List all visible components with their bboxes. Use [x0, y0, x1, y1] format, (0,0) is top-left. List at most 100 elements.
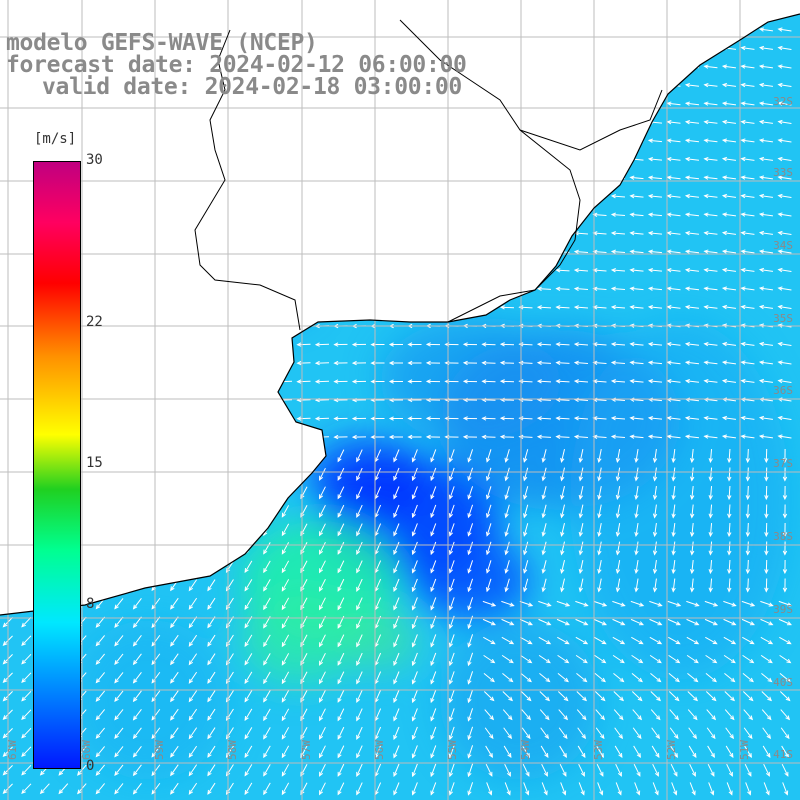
wind-arrowhead	[21, 678, 26, 684]
wind-arrow	[356, 578, 363, 592]
wind-arrowhead	[448, 531, 454, 537]
wind-arrowhead	[647, 212, 653, 217]
wind-arrowhead	[689, 476, 695, 482]
wind-arrowhead	[337, 697, 342, 703]
wind-arrow	[21, 653, 32, 665]
wind-arrowhead	[411, 605, 416, 611]
wind-arrowhead	[740, 434, 746, 439]
wind-arrowhead	[777, 249, 783, 254]
wind-arrow	[244, 671, 253, 684]
wind-arrowhead	[39, 770, 45, 776]
wind-arrow	[151, 745, 161, 758]
wind-arrowhead	[393, 734, 398, 741]
wind-arrow	[207, 671, 216, 684]
wind-arrow	[505, 523, 510, 536]
wind-arrowhead	[536, 434, 542, 440]
forecast-date: forecast date: 2024-02-12 06:00:00	[6, 52, 467, 78]
wind-arrow	[151, 764, 161, 776]
wind-arrowhead	[703, 434, 709, 439]
wind-arrowhead	[300, 531, 305, 537]
wind-arrowhead	[671, 476, 676, 482]
wind-arrowhead	[689, 513, 695, 519]
wind-arrowhead	[629, 342, 635, 347]
wind-arrow	[500, 436, 515, 438]
wind-arrow	[393, 726, 400, 740]
wind-arrowhead	[281, 734, 286, 740]
wind-arrow	[559, 745, 567, 758]
wind-arrow	[722, 343, 737, 346]
wind-arrowhead	[319, 771, 324, 777]
wind-arrowhead	[541, 513, 546, 519]
wind-arrow	[762, 745, 771, 758]
wind-arrow	[593, 417, 607, 420]
wind-arrowhead	[407, 379, 413, 384]
wind-arrow	[542, 541, 547, 555]
wind-arrow	[519, 417, 533, 420]
wind-arrowhead	[333, 416, 339, 421]
wind-arrowhead	[703, 341, 709, 347]
wind-arrow	[778, 195, 792, 198]
wind-arrowhead	[485, 550, 491, 556]
wind-arrowhead	[544, 753, 549, 759]
wind-arrow	[650, 673, 661, 682]
wind-arrow	[687, 691, 698, 701]
wind-arrowhead	[745, 569, 751, 575]
model-title: modelo GEFS-WAVE (NCEP)	[6, 30, 318, 56]
wind-arrow	[741, 102, 755, 106]
wind-arrowhead	[745, 532, 751, 538]
wind-arrow	[556, 399, 570, 401]
wind-arrow	[467, 745, 474, 758]
wind-arrowhead	[634, 531, 639, 538]
wind-arrow	[449, 504, 455, 518]
wind-arrow	[759, 28, 774, 32]
wind-arrow	[374, 634, 382, 647]
wind-arrow	[611, 435, 626, 439]
wind-arrow	[170, 727, 179, 739]
wind-arrowhead	[263, 623, 268, 629]
colorbar-tick: 0	[86, 758, 95, 774]
wind-arrow	[654, 522, 657, 537]
wind-arrowhead	[411, 679, 416, 685]
wind-arrow	[559, 763, 567, 777]
wind-arrow	[762, 727, 771, 739]
wind-arrow	[374, 597, 382, 610]
wind-arrowhead	[319, 531, 324, 537]
wind-arrow	[704, 343, 718, 346]
wind-arrowhead	[601, 658, 607, 664]
wind-arrowhead	[647, 323, 653, 328]
wind-arrowhead	[490, 640, 496, 645]
wind-arrowhead	[731, 640, 737, 645]
wind-arrowhead	[615, 513, 621, 519]
wind-arrowhead	[666, 415, 672, 421]
wind-arrowhead	[666, 249, 672, 254]
wind-arrowhead	[582, 677, 588, 683]
wind-arrow	[467, 541, 474, 555]
wind-arrowhead	[721, 230, 728, 236]
wind-arrowhead	[506, 771, 511, 777]
wind-arrow	[519, 380, 533, 383]
wind-arrow	[412, 782, 418, 795]
wind-arrowhead	[58, 789, 64, 795]
wind-arrow	[725, 727, 734, 739]
wind-arrowhead	[708, 476, 713, 482]
wind-speed-patch	[410, 540, 530, 620]
wind-arrow	[630, 435, 644, 439]
wind-arrowhead	[467, 494, 472, 500]
wind-arrowhead	[448, 735, 454, 741]
wind-arrowhead	[188, 641, 194, 647]
wind-arrow	[556, 600, 570, 607]
wind-arrow	[188, 727, 198, 739]
wind-arrow	[133, 746, 142, 757]
wind-arrow	[574, 436, 589, 438]
wind-arrowhead	[721, 138, 728, 143]
wind-arrowhead	[430, 698, 435, 704]
wind-arrowhead	[601, 640, 607, 645]
wind-arrowhead	[764, 587, 769, 593]
wind-arrow	[726, 782, 733, 795]
wind-arrow	[782, 782, 788, 795]
wind-arrowhead	[691, 790, 696, 796]
wind-arrow	[593, 343, 607, 346]
wind-arrow	[263, 782, 271, 795]
wind-arrowhead	[703, 230, 709, 236]
